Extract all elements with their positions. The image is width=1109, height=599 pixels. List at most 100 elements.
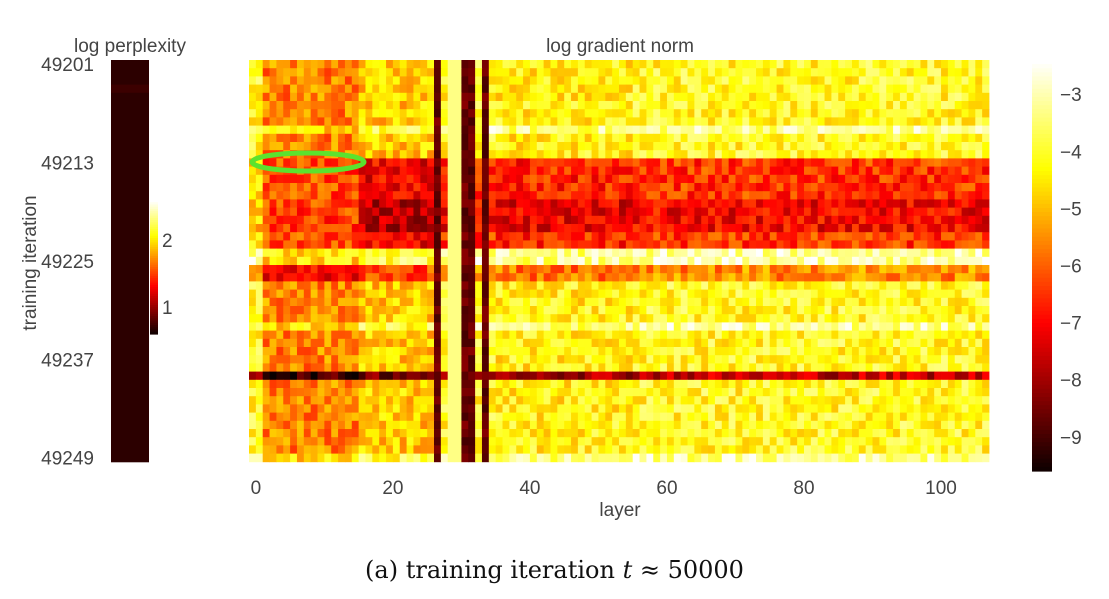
gradient-cell [728,265,736,274]
gradient-cell [434,240,442,249]
gradient-cell [502,232,510,241]
gradient-cell [701,109,709,118]
gradient-cell [975,92,983,102]
gradient-cell [721,76,730,85]
gradient-cell [666,133,675,143]
gradient-cell [872,76,880,85]
gradient-cell [543,150,551,159]
gradient-cell [920,379,928,389]
gradient-cell [338,232,346,241]
gradient-cell [756,388,764,397]
gradient-cell [728,207,736,217]
gradient-cell [536,330,545,340]
gradient-cell [872,355,880,364]
perplexity-colorbar-ticks: 21 [162,231,173,319]
gradient-cell [838,355,846,364]
gradient-cell [324,117,332,126]
gradient-cell [899,60,908,69]
gradient-cell [680,199,688,208]
gradient-cell [865,297,873,307]
gradient-cell [982,232,990,241]
perplexity-colorbar-segment [150,280,158,284]
gradient-cell [906,84,915,94]
gradient-cell [392,379,401,389]
gradient-cell [351,289,360,299]
gradient-cell [708,215,716,225]
gradient-cell [523,338,531,348]
gradient-cell [865,125,873,135]
gradient-cell [255,429,264,438]
gradient-cell [762,68,771,77]
gradient-cell [564,396,572,405]
gradient-cell [735,363,743,372]
gradient-cell [708,314,716,323]
gradient-cell [831,158,839,167]
gradient-cell [591,404,599,413]
gradient-cell [666,396,675,405]
gradient-cell [584,363,592,372]
gradient-cell [331,306,339,315]
gradient-cell [338,84,346,94]
gradient-cell [941,133,949,143]
gradient-cell [721,101,730,110]
gradient-cell [488,207,497,217]
perplexity-colorbar [150,200,158,335]
gradient-cell [714,232,723,241]
gradient-cell [338,355,346,364]
gradient-cell [769,306,777,315]
gradient-cell [351,125,360,135]
gradient-cell [523,109,531,118]
gradient-cell [687,68,695,77]
gradient-cell [906,355,915,364]
gradient-cell [879,273,887,282]
gradient-cell [666,158,675,167]
gradient-cell [509,158,517,167]
gradient-cell [694,166,702,176]
gradient-cell [557,347,565,356]
gradient-cell [303,117,312,126]
gradient-cell [851,273,860,282]
gradient-cell [797,338,805,348]
gradient-cell [851,347,860,356]
gradient-cell [461,142,469,151]
gradient-cell [536,379,545,389]
gradient-cell [468,322,476,331]
gradient-cell [858,174,867,184]
gradient-cell [968,224,976,233]
gradient-cell [817,232,825,241]
gradient-cell [660,150,668,159]
perplexity-colorbar-segment [150,293,158,297]
gradient-cell [310,248,318,258]
gradient-cell [543,420,551,430]
gradient-cell [954,158,962,167]
gradient-cell [831,125,839,135]
gradient-cell [756,60,764,69]
gradient-cell [769,297,777,307]
gradient-cell [968,133,976,143]
gradient-cell [920,101,928,110]
perplexity-cell [111,101,149,110]
gradient-cell [324,60,332,69]
gradient-cell [406,256,414,266]
gradient-cell [906,166,915,176]
gradient-cell [762,396,771,405]
gradient-cell [838,174,846,184]
gradient-cell [831,199,839,208]
gradient-cell [879,84,887,94]
gradient-cell [447,199,455,208]
gradient-cell [954,125,962,135]
gradient-cell [379,92,387,102]
gradient-cell [941,174,949,184]
gradient-cell [721,166,730,176]
y-tick-label: 49213 [41,154,94,175]
gradient-cell [865,330,873,340]
gradient-cell [358,412,366,422]
gradient-cell [255,183,264,192]
gradient-cell [536,92,545,102]
gradient-cell [523,60,531,69]
gradient-cell [344,355,353,364]
gradient-cell [344,412,353,422]
gradient-cell [927,183,935,192]
gradient-cell [879,166,887,176]
